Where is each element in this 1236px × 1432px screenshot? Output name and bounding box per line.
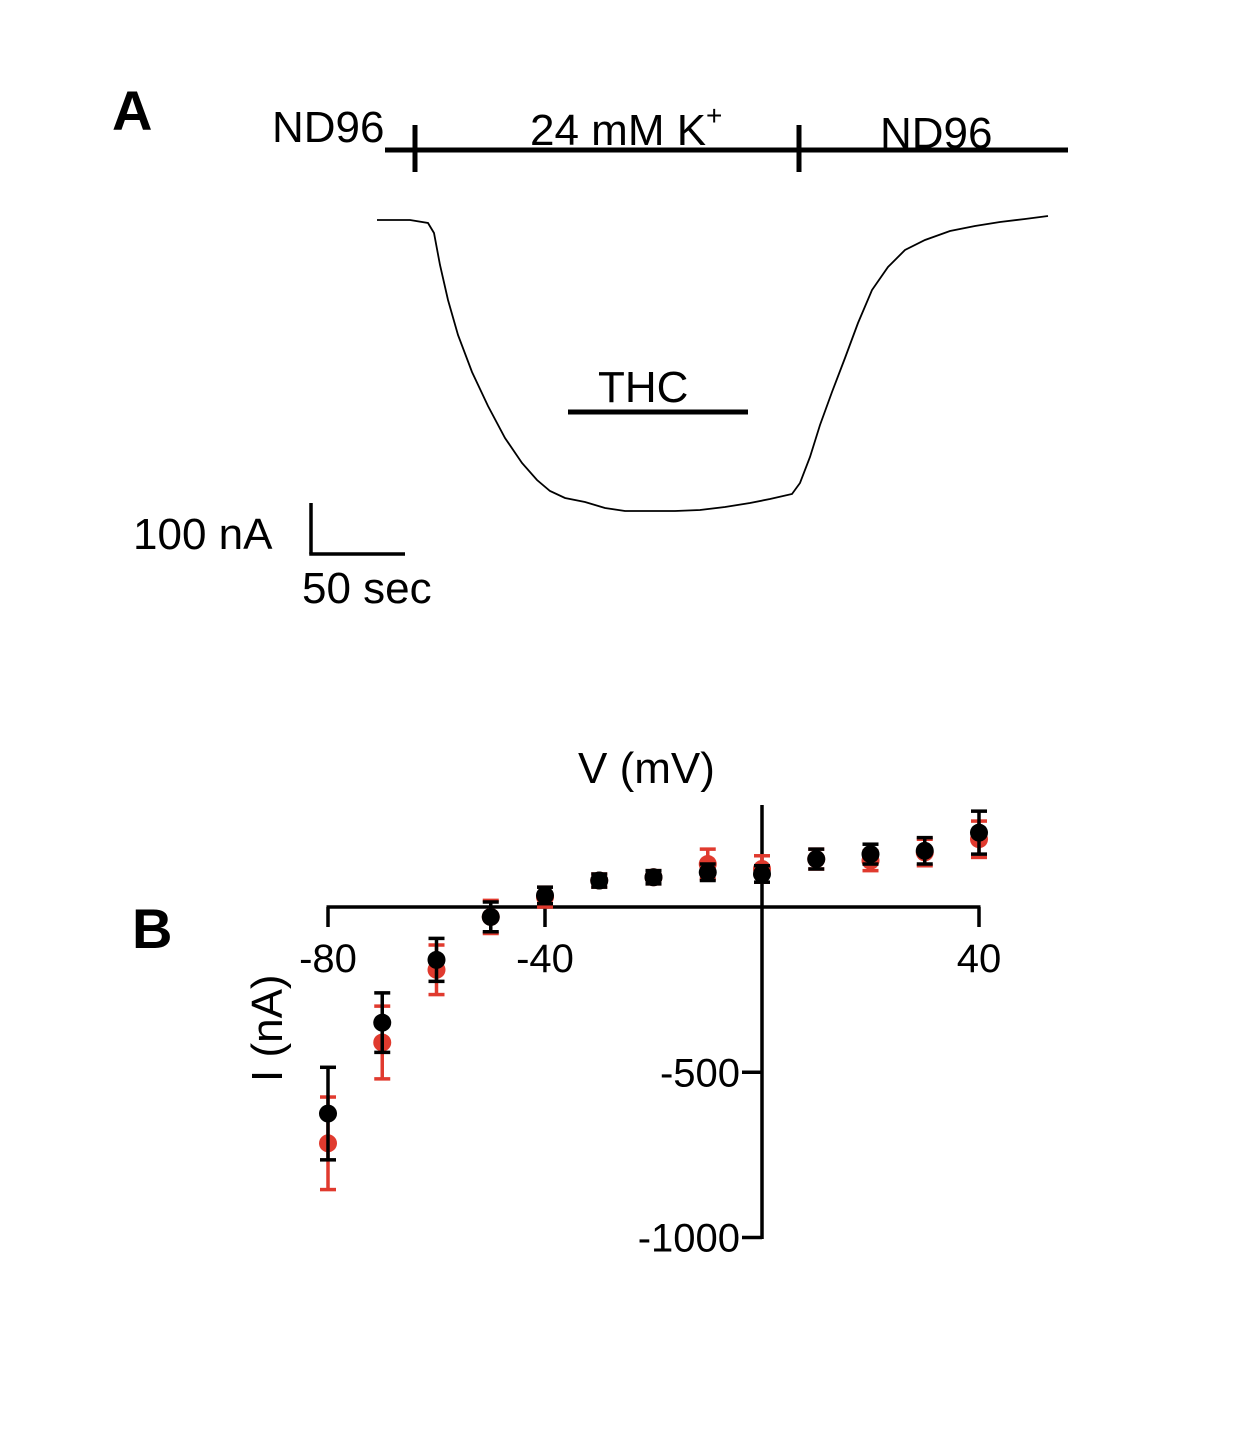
x-tick-label: -80 — [299, 937, 357, 981]
data-point — [753, 864, 771, 883]
data-point — [427, 950, 446, 969]
scale-current-label: 100 nA — [133, 510, 273, 559]
solution-label-right: ND96 — [880, 109, 993, 158]
series-1 — [319, 809, 988, 1162]
solution-label-superscript: + — [706, 100, 722, 131]
data-point — [319, 1104, 337, 1123]
x-tick-label: 40 — [957, 937, 1002, 981]
data-point — [373, 1013, 392, 1032]
data-marks — [319, 809, 988, 1192]
data-point — [915, 841, 934, 860]
solution-label-middle: 24 mM K+ — [530, 100, 722, 155]
data-point — [590, 871, 609, 890]
solution-bar: ND96 24 mM K+ ND96 — [272, 100, 1068, 172]
y-axis-label: I (nA) — [243, 974, 292, 1082]
data-point — [644, 868, 663, 887]
solution-label-left: ND96 — [272, 103, 385, 152]
scale-bar: 100 nA 50 sec — [133, 503, 432, 613]
scale-time-label: 50 sec — [302, 564, 432, 613]
data-point — [536, 886, 554, 905]
data-point — [807, 850, 826, 869]
solution-label-middle-text: 24 mM K — [530, 106, 706, 155]
y-tick-label: -500 — [660, 1051, 740, 1095]
iv-plot: -80 -40 40 -500 -1000 — [299, 805, 1001, 1261]
panel-a: A ND96 24 mM K+ ND96 THC 100 nA 50 sec — [112, 79, 1068, 613]
data-point — [861, 845, 880, 864]
x-axis-label: V (mV) — [578, 744, 715, 793]
current-trace — [377, 215, 1049, 512]
axes: -80 -40 40 -500 -1000 — [299, 805, 1001, 1261]
panel-b-letter: B — [132, 897, 172, 960]
y-tick-label: -1000 — [638, 1217, 740, 1261]
data-point — [481, 907, 500, 926]
x-tick-label: -40 — [516, 937, 574, 981]
panel-b: B V (mV) I (nA) -80 -40 40 -500 -1000 — [132, 744, 1001, 1261]
data-point — [970, 823, 988, 842]
data-point — [698, 863, 717, 882]
thc-label: THC — [598, 363, 688, 412]
panel-a-letter: A — [112, 79, 152, 142]
